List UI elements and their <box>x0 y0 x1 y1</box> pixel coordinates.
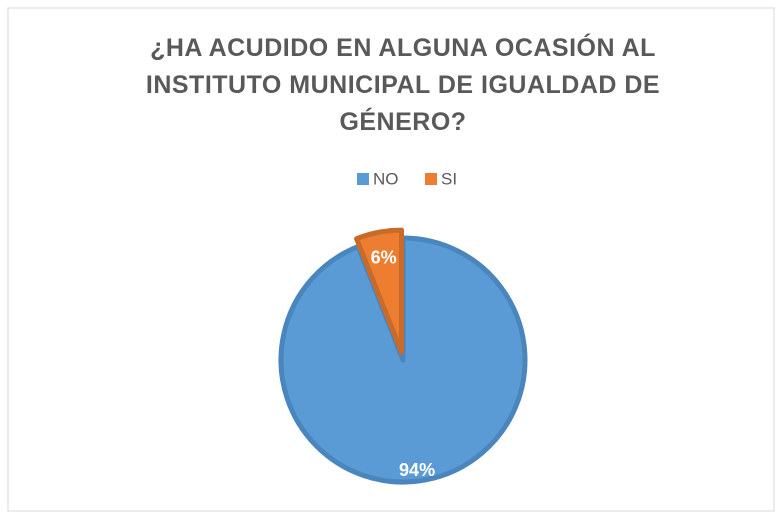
legend-label: NO <box>373 169 399 188</box>
legend-swatch <box>357 173 369 185</box>
pie-slice <box>354 227 405 355</box>
data-label: 94% <box>399 460 435 480</box>
legend-label: SI <box>441 169 457 188</box>
legend-swatch <box>425 173 437 185</box>
chart-title: ¿HA ACUDIDO EN ALGUNA OCASIÓN AL INSTITU… <box>145 34 661 136</box>
pie-slice <box>278 235 528 485</box>
data-label: 6% <box>371 247 397 267</box>
